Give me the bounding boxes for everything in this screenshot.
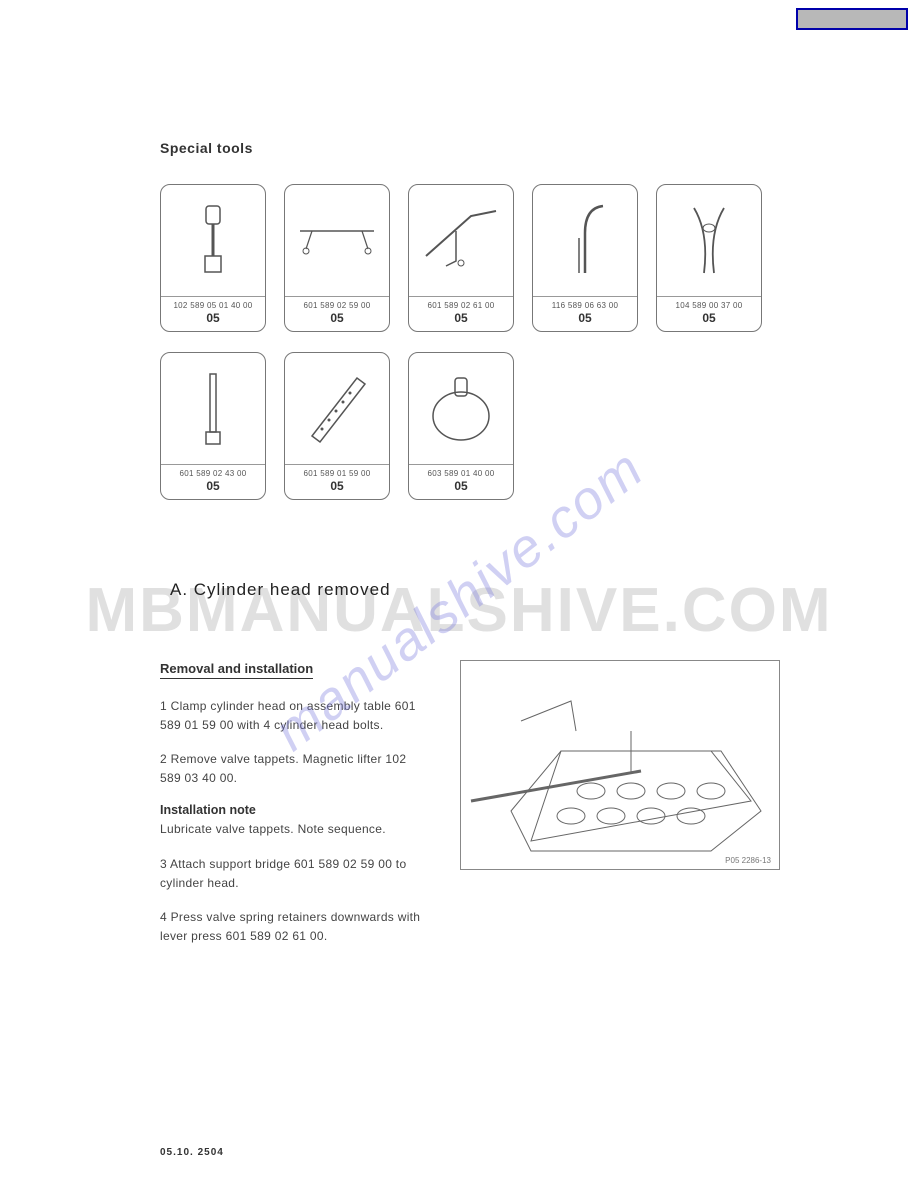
tool-part-number: 601 589 02 59 00 [285, 301, 389, 310]
tool-card: 102 589 05 01 40 00 05 [160, 184, 266, 332]
tool-code: 05 [161, 311, 265, 325]
tool-illustration [161, 353, 265, 464]
tool-card: 601 589 02 61 00 05 [408, 184, 514, 332]
tool-part-number: 601 589 02 43 00 [161, 469, 265, 478]
tool-code: 05 [409, 311, 513, 325]
tool-code: 05 [533, 311, 637, 325]
tool-card: 104 589 00 37 00 05 [656, 184, 762, 332]
section-a-heading: A. Cylinder head removed [160, 580, 780, 600]
tools-row-1: 102 589 05 01 40 00 05 601 589 02 59 00 … [160, 184, 780, 332]
tool-part-number: 603 589 01 40 00 [409, 469, 513, 478]
special-tools-heading: Special tools [160, 140, 780, 156]
removal-heading: Removal and installation [160, 661, 313, 679]
tool-illustration [161, 185, 265, 296]
page-footer: 05.10. 2504 [160, 1147, 224, 1158]
tool-part-number: 601 589 02 61 00 [409, 301, 513, 310]
tool-illustration [409, 353, 513, 464]
tool-illustration [533, 185, 637, 296]
tool-code: 05 [657, 311, 761, 325]
header-box [796, 8, 908, 30]
tools-row-2: 601 589 02 43 00 05 601 589 01 59 00 05 [160, 352, 780, 500]
tool-illustration [657, 185, 761, 296]
technical-drawing: P05 2286-13 [460, 660, 780, 870]
step-text: 3 Attach support bridge 601 589 02 59 00… [160, 855, 430, 892]
tool-code: 05 [285, 479, 389, 493]
tool-part-number: 104 589 00 37 00 [657, 301, 761, 310]
two-column-layout: Removal and installation 1 Clamp cylinde… [160, 660, 780, 961]
step-text: 1 Clamp cylinder head on assembly table … [160, 697, 430, 734]
page-content: Special tools 102 589 05 01 40 00 05 [160, 140, 780, 961]
text-column: Removal and installation 1 Clamp cylinde… [160, 660, 430, 961]
installation-note-heading: Installation note [160, 803, 430, 817]
tool-illustration [285, 185, 389, 296]
tool-illustration [409, 185, 513, 296]
tool-illustration [285, 353, 389, 464]
tool-card: 601 589 01 59 00 05 [284, 352, 390, 500]
tool-code: 05 [161, 479, 265, 493]
figure-caption: P05 2286-13 [725, 856, 771, 865]
tool-code: 05 [285, 311, 389, 325]
tool-card: 116 589 06 63 00 05 [532, 184, 638, 332]
note-text: Lubricate valve tappets. Note sequence. [160, 820, 430, 839]
tool-card: 603 589 01 40 00 05 [408, 352, 514, 500]
tool-code: 05 [409, 479, 513, 493]
step-text: 4 Press valve spring retainers downwards… [160, 908, 430, 945]
tool-card: 601 589 02 43 00 05 [160, 352, 266, 500]
tool-card: 601 589 02 59 00 05 [284, 184, 390, 332]
tool-part-number: 116 589 06 63 00 [533, 301, 637, 310]
step-text: 2 Remove valve tappets. Magnetic lifter … [160, 750, 430, 787]
tool-part-number: 102 589 05 01 40 00 [161, 301, 265, 310]
tool-part-number: 601 589 01 59 00 [285, 469, 389, 478]
figure-column: P05 2286-13 [460, 660, 780, 961]
